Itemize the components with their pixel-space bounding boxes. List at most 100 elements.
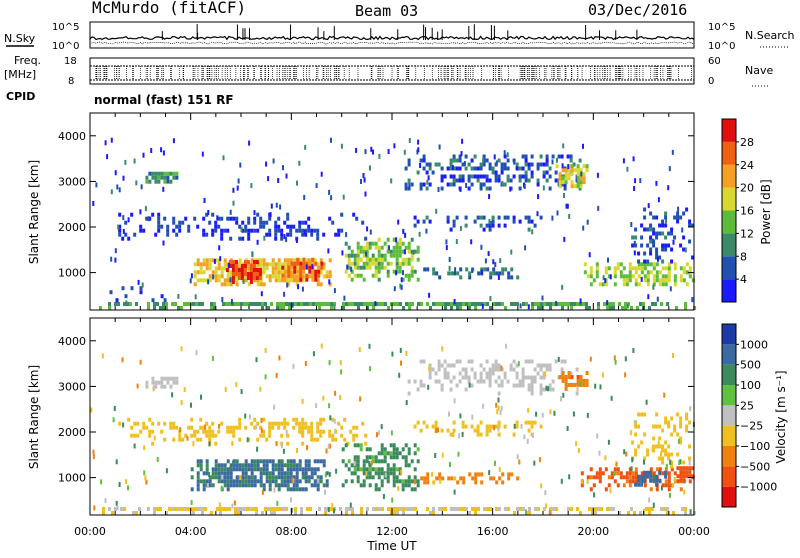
echo-cell — [516, 163, 519, 167]
echo-cell — [218, 475, 221, 479]
echo-cell — [148, 418, 151, 422]
echo-cell — [181, 221, 184, 225]
echo-cell — [419, 163, 421, 168]
echo-cell — [652, 447, 654, 452]
echo-cell — [276, 373, 278, 378]
echo-cell — [429, 220, 432, 224]
echo-cell — [558, 302, 561, 306]
echo-cell — [350, 267, 352, 272]
echo-cell — [384, 254, 387, 258]
echo-cell — [400, 470, 402, 475]
echo-cell — [480, 187, 483, 191]
echo-cell — [606, 300, 608, 305]
echo-cell — [190, 434, 193, 438]
echo-cell — [562, 371, 565, 375]
echo-cell — [586, 168, 589, 172]
echo-cell — [567, 426, 569, 431]
echo-cell — [390, 250, 393, 254]
echo-cell — [518, 361, 520, 366]
echo-cell — [489, 372, 492, 376]
echo-cell — [620, 475, 623, 479]
echo-cell — [402, 511, 405, 515]
echo-cell — [272, 467, 275, 471]
echo-cell — [450, 306, 453, 310]
echo-cell — [137, 384, 139, 389]
echo-cell — [438, 507, 441, 511]
echo-cell — [295, 229, 298, 233]
echo-cell — [263, 266, 266, 270]
echo-cell — [689, 274, 692, 278]
echo-cell — [444, 302, 447, 306]
echo-cell — [309, 507, 312, 511]
echo-cell — [363, 471, 366, 475]
echo-cell — [674, 471, 677, 475]
echo-cell — [235, 221, 238, 225]
echo-cell — [531, 175, 534, 179]
echo-cell — [260, 258, 263, 262]
echo-cell — [175, 176, 178, 180]
echo-cell — [293, 266, 296, 270]
echo-cell — [300, 302, 303, 306]
echo-cell — [645, 507, 648, 511]
echo-cell — [643, 228, 646, 232]
echo-cell — [528, 228, 531, 232]
echo-cell — [670, 286, 672, 291]
echo-cell — [311, 467, 314, 471]
echo-cell — [670, 260, 673, 264]
echo-cell — [237, 507, 240, 511]
echo-cell — [513, 216, 516, 220]
echo-cell — [682, 466, 685, 470]
echo-cell — [218, 266, 221, 270]
echo-cell — [510, 275, 513, 279]
echo-cell — [280, 422, 283, 426]
echo-cell — [662, 278, 665, 282]
echo-cell — [207, 279, 209, 284]
echo-cell — [580, 184, 583, 188]
echo-cell — [587, 274, 590, 278]
echo-cell — [287, 483, 290, 487]
echo-cell — [284, 479, 287, 483]
echo-cell — [540, 483, 542, 488]
echo-cell — [205, 434, 208, 438]
echo-cell — [499, 258, 501, 263]
echo-cell — [257, 459, 260, 463]
echo-cell — [650, 270, 653, 274]
echo-cell — [163, 217, 166, 221]
echo-cell — [594, 507, 597, 511]
echo-cell — [453, 429, 456, 433]
echo-cell — [393, 507, 396, 511]
echo-cell — [480, 480, 483, 484]
echo-cell — [248, 141, 250, 146]
echo-cell — [290, 497, 292, 502]
echo-cell — [674, 274, 677, 278]
echo-cell — [162, 306, 165, 310]
echo-cell — [528, 376, 531, 380]
echo-cell — [236, 463, 239, 467]
echo-cell — [486, 372, 489, 376]
echo-cell — [604, 278, 606, 283]
echo-cell — [447, 372, 450, 376]
echo-cell — [528, 421, 531, 425]
echo-cell — [665, 278, 668, 282]
echo-cell — [147, 302, 150, 306]
echo-cell — [329, 274, 332, 278]
echo-cell — [564, 302, 567, 306]
echo-cell — [480, 472, 483, 476]
echo-cell — [267, 507, 270, 511]
echo-cell — [609, 302, 612, 306]
echo-cell — [133, 434, 136, 438]
echo-cell — [381, 483, 384, 487]
echo-cell — [597, 302, 600, 306]
echo-cell — [330, 195, 332, 200]
colorbar-tick-label: 28 — [740, 136, 754, 149]
colorbar-segment — [722, 256, 736, 279]
echo-cell — [483, 175, 486, 179]
echo-cell — [355, 148, 357, 153]
echo-cell — [574, 168, 577, 172]
echo-cell — [420, 187, 423, 191]
echo-cell — [549, 187, 552, 191]
echo-cell — [405, 302, 408, 306]
echo-cell — [423, 476, 426, 480]
echo-cell — [345, 479, 348, 483]
echo-cell — [510, 364, 513, 368]
